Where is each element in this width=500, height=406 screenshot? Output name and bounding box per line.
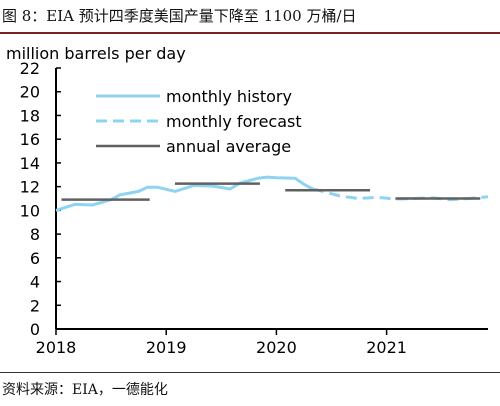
y-tick-label: 16 [20,130,40,149]
y-tick-label: 10 [20,201,40,220]
source-note: 资料来源：EIA，一德能化 [2,382,168,398]
y-tick-label: 8 [30,225,40,244]
figure-title: 图 8：EIA 预计四季度美国产量下降至 1100 万桶/日 [2,7,357,25]
y-tick-label: 12 [20,178,40,197]
y-tick-label: 6 [30,249,40,268]
y-tick-label: 2 [30,296,40,315]
y-tick-label: 18 [20,106,40,125]
y-tick-label: 14 [20,154,40,173]
x-tick-label: 2018 [36,338,77,357]
x-tick-label: 2020 [256,338,297,357]
y-axis-label: million barrels per day [6,44,186,63]
title-rule [0,32,500,34]
y-tick-label: 20 [20,83,40,102]
y-tick-label: 4 [30,273,40,292]
legend: monthly history monthly forecast annual av… [96,87,302,156]
legend-label: monthly history [166,87,292,106]
x-tick-label: 2019 [146,338,187,357]
monthly-history-line [55,175,314,212]
line-chart: million barrels per day 0 2 4 6 8 10 12 14 16 18 2… [6,44,489,357]
x-tick-label: 2021 [366,338,407,357]
y-tick-label: 22 [20,59,40,78]
source-rule [0,372,500,373]
y-tick-label: 0 [30,320,40,339]
legend-label: annual average [166,137,291,156]
legend-label: monthly forecast [166,112,302,131]
